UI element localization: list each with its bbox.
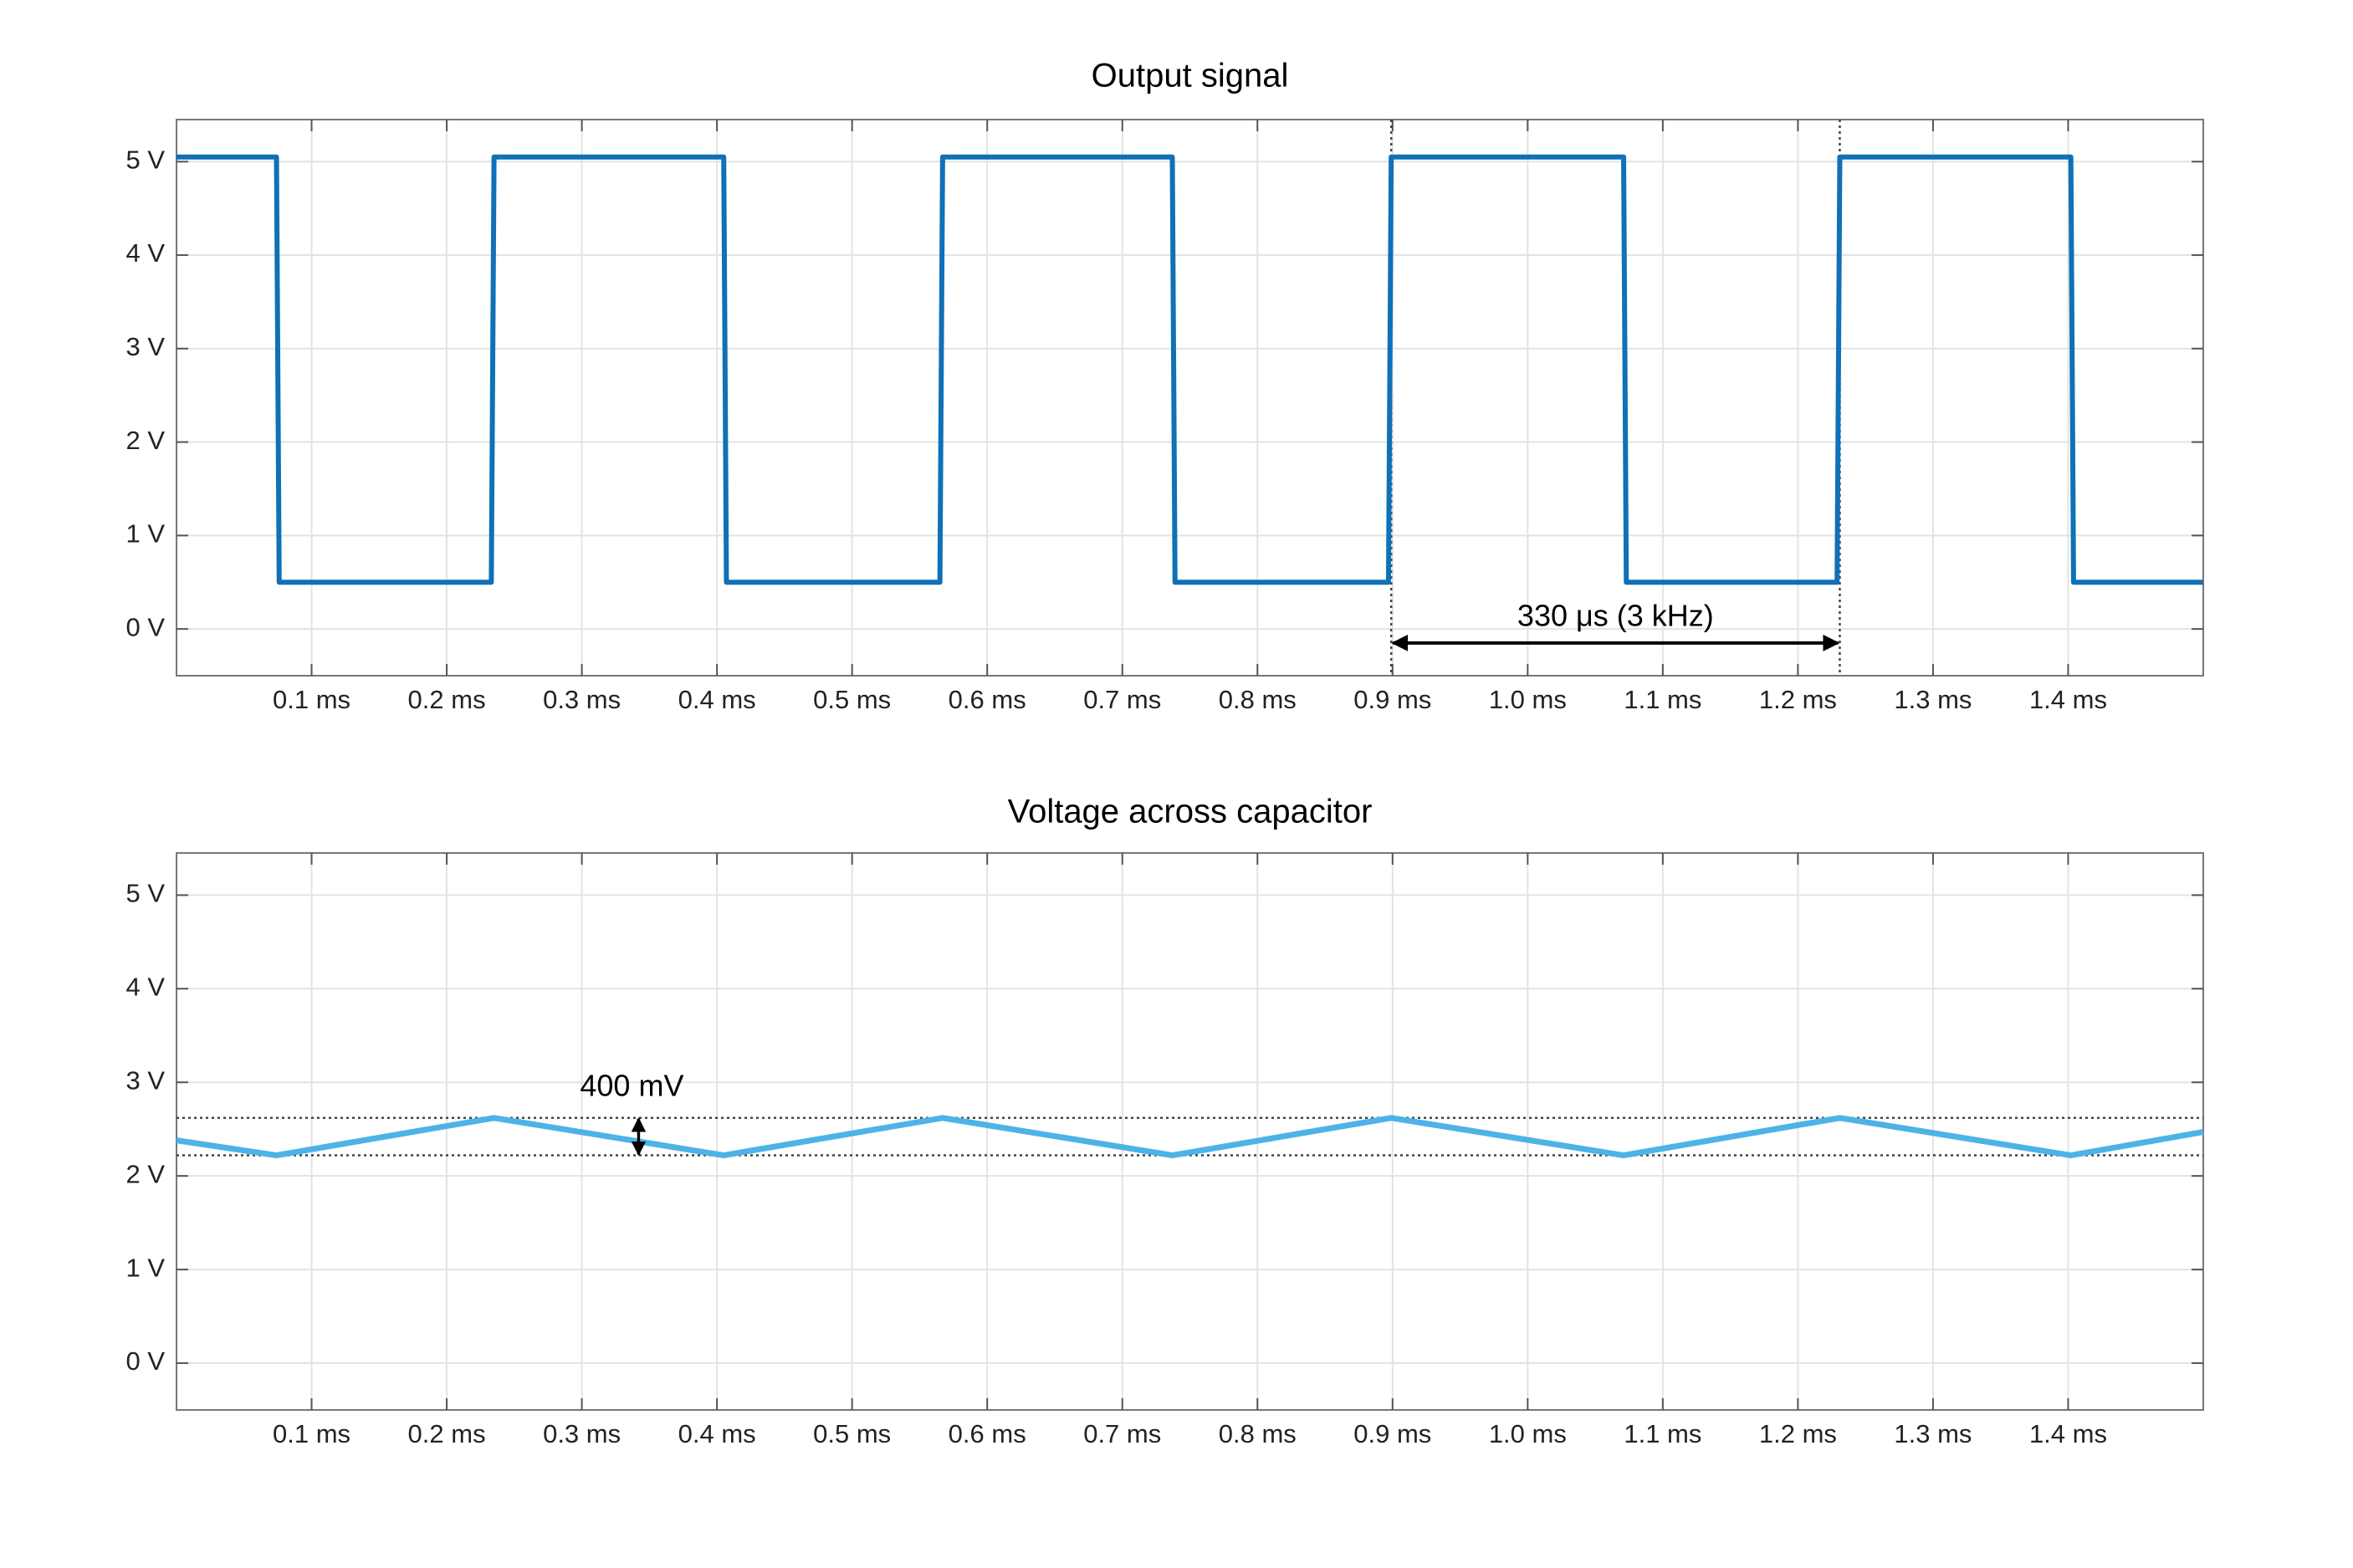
x-tick-label: 0.5 ms — [813, 1419, 891, 1448]
x-tick-label: 0.9 ms — [1353, 685, 1431, 714]
y-tick-label: 1 V — [125, 1253, 165, 1282]
y-tick-label: 1 V — [125, 519, 165, 549]
y-tick-label: 4 V — [125, 238, 165, 268]
signal-line — [176, 1115, 2204, 1159]
x-tick-label: 0.6 ms — [949, 1419, 1026, 1448]
y-tick-label: 3 V — [125, 1065, 165, 1095]
x-tick-label: 0.7 ms — [1083, 685, 1161, 714]
x-tick-label: 0.1 ms — [273, 685, 350, 714]
x-tick-label: 0.3 ms — [543, 1419, 621, 1448]
x-tick-label: 1.1 ms — [1624, 685, 1701, 714]
y-tick-label: 2 V — [125, 426, 165, 455]
x-tick-label: 0.9 ms — [1353, 1419, 1431, 1448]
x-tick-label: 0.6 ms — [949, 685, 1026, 714]
y-tick-label: 0 V — [125, 1346, 165, 1376]
x-tick-label: 0.8 ms — [1219, 685, 1297, 714]
signal-line — [176, 154, 2203, 585]
x-tick-label: 0.5 ms — [813, 685, 891, 714]
x-tick-label: 0.4 ms — [678, 1419, 756, 1448]
x-tick-label: 1.3 ms — [1894, 1419, 1972, 1448]
plot-frame — [176, 119, 2204, 677]
y-tick-label: 0 V — [125, 612, 165, 641]
y-tick-label: 5 V — [125, 879, 165, 908]
y-tick-label: 5 V — [125, 145, 165, 174]
x-tick-label: 1.4 ms — [2029, 685, 2107, 714]
y-tick-label: 4 V — [125, 972, 165, 1001]
annotation-label: 330 μs (3 kHz) — [1517, 598, 1714, 632]
x-tick-label: 0.8 ms — [1219, 1419, 1297, 1448]
x-tick-label: 0.2 ms — [408, 1419, 486, 1448]
x-tick-label: 1.0 ms — [1489, 1419, 1567, 1448]
chart-title: Voltage across capacitor — [1008, 794, 1373, 830]
x-tick-label: 0.4 ms — [678, 685, 756, 714]
x-tick-label: 1.2 ms — [1759, 685, 1837, 714]
y-tick-label: 3 V — [125, 332, 165, 361]
x-tick-label: 0.7 ms — [1083, 1419, 1161, 1448]
x-tick-label: 0.2 ms — [408, 685, 486, 714]
x-tick-label: 1.2 ms — [1759, 1419, 1837, 1448]
x-tick-label: 1.0 ms — [1489, 685, 1567, 714]
annotation-label: 400 mV — [580, 1068, 683, 1102]
chart-title: Output signal — [1092, 58, 1289, 94]
x-tick-label: 0.3 ms — [543, 685, 621, 714]
x-tick-label: 0.1 ms — [273, 1419, 350, 1448]
plot-frame — [176, 852, 2204, 1411]
x-tick-label: 1.1 ms — [1624, 1419, 1701, 1448]
x-tick-label: 1.3 ms — [1894, 685, 1972, 714]
y-tick-label: 2 V — [125, 1159, 165, 1188]
x-tick-label: 1.4 ms — [2029, 1419, 2107, 1448]
